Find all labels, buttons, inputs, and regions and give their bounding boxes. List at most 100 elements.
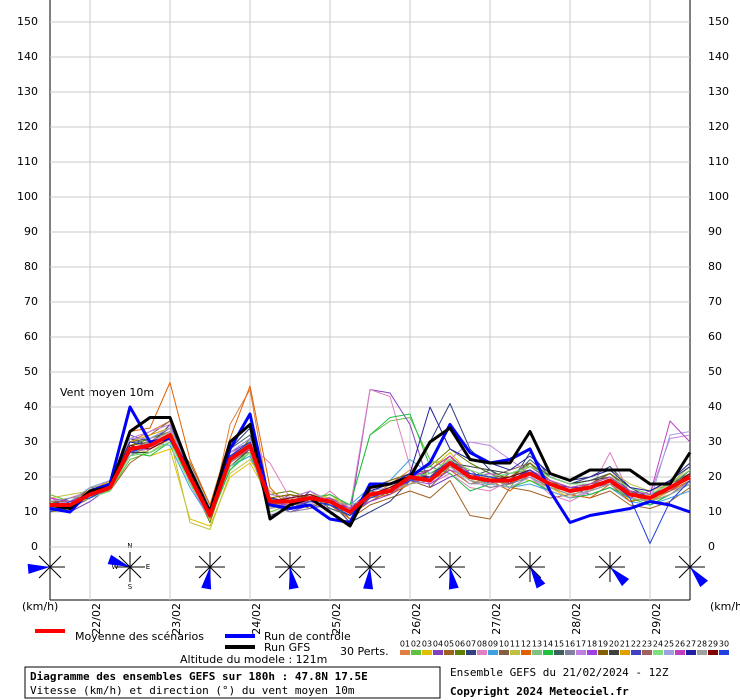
legend-swatch — [499, 650, 509, 655]
legend-swatch — [400, 650, 410, 655]
y2-tick-label: 30 — [708, 435, 722, 448]
rose-wedge — [690, 567, 708, 588]
legend-swatch — [620, 650, 630, 655]
y-tick-label: 110 — [17, 155, 38, 168]
legend-swatch — [642, 650, 652, 655]
legend-swatch — [697, 650, 707, 655]
y2-tick-label: 0 — [708, 540, 715, 553]
legend-swatch — [444, 650, 454, 655]
legend-label: 05 — [444, 640, 454, 649]
legend-label: 23 — [642, 640, 652, 649]
y-tick-label: 40 — [24, 400, 38, 413]
rose-wedge — [288, 567, 299, 590]
wind-rose — [27, 552, 65, 582]
y-tick-label: 100 — [17, 190, 38, 203]
rose-wedge — [448, 567, 459, 590]
rose-axis — [598, 555, 622, 579]
y2-tick-label: 20 — [708, 470, 722, 483]
legend-label: 21 — [620, 640, 630, 649]
legend-label: 01 — [400, 640, 410, 649]
compass-letter: E — [146, 563, 150, 571]
legend-label: 11 — [510, 640, 520, 649]
legend-label: 15 — [554, 640, 564, 649]
title-box — [24, 666, 441, 699]
legend-label: 02 — [411, 640, 421, 649]
legend-swatch — [565, 650, 575, 655]
series-line — [49, 413, 691, 520]
y2-tick-label: 60 — [708, 330, 722, 343]
rose-axis — [678, 555, 702, 579]
legend-label: 24 — [653, 640, 663, 649]
legend-swatch — [433, 650, 443, 655]
y2-tick-label: 100 — [708, 190, 729, 203]
legend-label: 22 — [631, 640, 641, 649]
legend-label: 06 — [455, 640, 465, 649]
rose-axis — [198, 555, 222, 579]
x-tick-label: 27/02 — [490, 603, 503, 635]
chart-title: Diagramme des ensembles GEFS sur 180h : … — [30, 670, 368, 683]
y-tick-label: 10 — [24, 505, 38, 518]
wind-rose — [675, 552, 708, 588]
legend-label: 20 — [609, 640, 619, 649]
legend-swatch — [532, 650, 542, 655]
y2-tick-label: 90 — [708, 225, 722, 238]
legend-swatch — [466, 650, 476, 655]
legend-label: 10 — [499, 640, 509, 649]
y-tick-label: 70 — [24, 295, 38, 308]
y2-tick-label: 40 — [708, 400, 722, 413]
legend-label: 13 — [532, 640, 542, 649]
y-tick-label: 140 — [17, 50, 38, 63]
series-line — [50, 433, 691, 518]
legend-swatch — [488, 650, 498, 655]
series-line — [49, 389, 691, 516]
wind-rose — [595, 552, 630, 587]
rose-axis — [278, 555, 302, 579]
y-tick-label: 80 — [24, 260, 38, 273]
wind-rose — [195, 552, 225, 590]
legend-swatch — [631, 650, 641, 655]
rose-wedge — [107, 554, 130, 567]
unit-label: (km/h) — [710, 600, 740, 613]
legend-swatch — [675, 650, 685, 655]
legend-label: 19 — [598, 640, 608, 649]
y2-tick-label: 120 — [708, 120, 729, 133]
y2-tick-label: 10 — [708, 505, 722, 518]
legend-swatch — [653, 650, 663, 655]
legend-label: Run GFS — [264, 641, 310, 654]
compass-letter: S — [128, 583, 133, 591]
x-tick-label: 25/02 — [330, 603, 343, 635]
legend-swatch — [587, 650, 597, 655]
rose-wedge — [201, 567, 212, 590]
legend-swatch — [598, 650, 608, 655]
legend-label: 29 — [708, 640, 718, 649]
legend-label: 03 — [422, 640, 432, 649]
legend-swatch — [510, 650, 520, 655]
y2-tick-label: 50 — [708, 365, 722, 378]
legend-swatch — [609, 650, 619, 655]
legend-label: 17 — [576, 640, 586, 649]
legend-label: 07 — [466, 640, 476, 649]
y2-tick-label: 150 — [708, 15, 729, 28]
legend-label: 28 — [697, 640, 707, 649]
legend-swatch — [422, 650, 432, 655]
x-tick-label: 26/02 — [410, 603, 423, 635]
legend-swatch — [543, 650, 553, 655]
y-tick-label: 50 — [24, 365, 38, 378]
y2-tick-label: 130 — [708, 85, 729, 98]
rose-wedge — [363, 567, 374, 590]
legend-label: 18 — [587, 640, 597, 649]
y-tick-label: 60 — [24, 330, 38, 343]
wind-rose — [515, 552, 546, 589]
legend-label: 30 — [719, 640, 729, 649]
y2-tick-label: 110 — [708, 155, 729, 168]
rose-wedge — [610, 567, 630, 587]
legend-label: 09 — [488, 640, 498, 649]
legend-label: 26 — [675, 640, 685, 649]
run-info: Ensemble GEFS du 21/02/2024 - 12Z — [450, 666, 669, 679]
y-tick-label: 30 — [24, 435, 38, 448]
legend-label: 14 — [543, 640, 553, 649]
unit-label: (km/h) — [22, 600, 58, 613]
legend-swatch — [719, 650, 729, 655]
